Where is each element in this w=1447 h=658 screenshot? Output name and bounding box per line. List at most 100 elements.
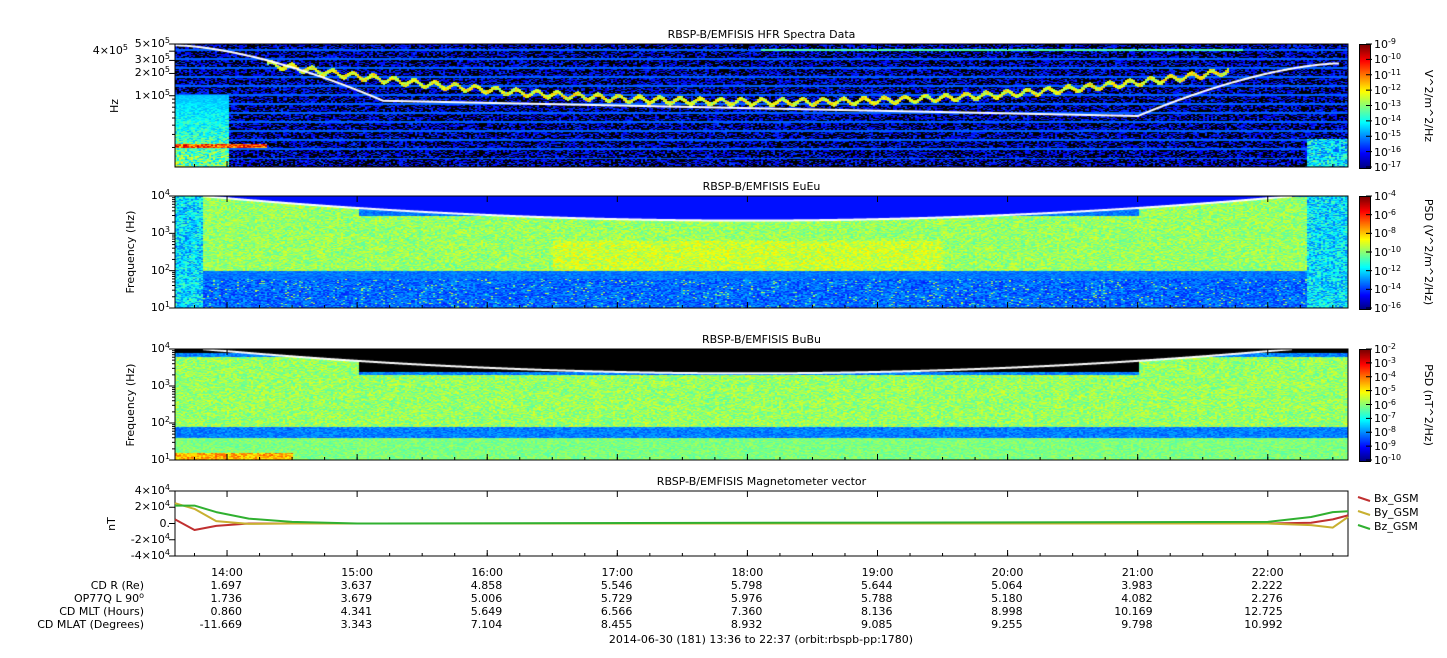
x-tick-label: 17:00 [601, 566, 634, 579]
panel-title: RBSP-B/EMFISIS BuBu [702, 333, 821, 346]
tick-base: 10 [1374, 68, 1388, 82]
ephemeris-value: 1.736 [210, 592, 243, 605]
panel-title: RBSP-B/EMFISIS Magnetometer vector [656, 475, 867, 488]
colorbar-tick-label: 10-6 [1374, 207, 1396, 222]
ephemeris-value: 3.343 [340, 618, 373, 631]
tick-base: 10 [1374, 283, 1388, 297]
ephemeris-value: 6.566 [600, 605, 633, 618]
tick-exponent: 5 [164, 65, 170, 75]
tick-mantissa: -4×10 [130, 549, 165, 562]
colorbar-tick-label: 10-14 [1374, 283, 1401, 297]
ephemeris-label-sup: o [139, 591, 144, 600]
colorbar-tick-label: 10-14 [1374, 114, 1401, 128]
ephemeris-value: 5.798 [730, 579, 763, 592]
y-tick-label: 2×104 [134, 499, 170, 514]
tick-base: 10 [150, 189, 165, 202]
tick-exponent: -17 [1388, 160, 1402, 169]
colorbar-tick-label: 10-15 [1374, 130, 1401, 143]
ephemeris-value: 5.649 [470, 605, 503, 618]
tick-exponent: 5 [164, 36, 170, 45]
tick-exponent: -10 [1388, 245, 1402, 254]
tick-base: 10 [1374, 426, 1388, 440]
eueu-spectrogram [175, 196, 1348, 308]
y-tick-label: 102 [151, 263, 170, 277]
ephemeris-value: 8.136 [861, 605, 893, 618]
ephemeris-value: 0.860 [210, 605, 243, 618]
x-tick-label: 21:00 [1121, 566, 1154, 579]
tick-base: 10 [150, 301, 165, 314]
tick-exponent: -3 [1388, 355, 1396, 365]
tick-mantissa: 0. [159, 516, 171, 530]
colorbar-tick-label: 10-13 [1374, 99, 1401, 113]
ephemeris-value: 5.788 [861, 592, 893, 605]
ephemeris-row-label: CD MLAT (Degrees) [37, 619, 144, 631]
ephemeris-value: 2.276 [1251, 592, 1283, 605]
y-tick-label: 1×105 [135, 88, 170, 102]
colorbar-tick-label: 10-8 [1374, 425, 1396, 440]
colorbar-tick-label: 10-11 [1374, 68, 1401, 82]
ephemeris-value: 8.455 [600, 618, 633, 631]
tick-exponent: -12 [1388, 263, 1402, 273]
tick-base: 10 [1374, 161, 1388, 174]
tick-exponent: -10 [1388, 453, 1402, 462]
ephemeris-value: 3.637 [340, 579, 373, 592]
panel-frame [174, 195, 1349, 309]
panel-title: RBSP-B/EMFISIS HFR Spectra Data [667, 28, 856, 41]
tick-exponent: 4 [164, 499, 170, 509]
tick-mantissa: -2×10 [130, 532, 165, 546]
eueu-colorbar [1359, 196, 1371, 310]
tick-exponent: 4 [164, 483, 170, 492]
ephemeris-value: 5.006 [470, 592, 503, 605]
tick-mantissa: 2×10 [134, 500, 165, 514]
ephemeris-value: 2.222 [1251, 579, 1283, 592]
tick-base: 10 [1374, 412, 1388, 426]
ephemeris-value: 9.085 [861, 618, 893, 631]
y-tick-label: 4×104 [135, 483, 170, 497]
y-tick-label: -2×104 [130, 532, 170, 546]
tick-exponent: 2 [164, 415, 170, 424]
legend-swatch [1357, 524, 1371, 530]
colorbar-tick-label: 10-16 [1374, 301, 1402, 315]
tick-exponent: -16 [1388, 301, 1402, 310]
ephemeris-value: 3.679 [340, 592, 373, 605]
tick-times: ×10 [141, 66, 165, 80]
x-tick-label: 22:00 [1251, 566, 1284, 579]
x-tick-label: 18:00 [731, 566, 764, 579]
panel-frame [174, 43, 1349, 168]
ephemeris-label-text: CD MLT (Hours) [59, 605, 144, 618]
bubu-spectrogram [175, 349, 1348, 460]
y-tick-label: 4×105 [92, 44, 128, 58]
tick-mantissa: 4 [92, 44, 100, 58]
ephemeris-value: 5.729 [600, 592, 633, 605]
legend-entry: Bz_GSM [1374, 520, 1418, 533]
colorbar-tick-label: 10-5 [1374, 383, 1396, 398]
tick-exponent: -10 [1388, 52, 1402, 62]
colorbar-tick-label: 10-4 [1374, 190, 1396, 203]
ephemeris-row-label: OP77Q L 90o [74, 591, 144, 605]
tick-times: ×10 [141, 53, 165, 67]
y-tick-label: 5×105 [134, 36, 170, 50]
tick-exponent: -5 [1388, 383, 1396, 393]
ephemeris-value: 7.360 [730, 605, 763, 618]
tick-exponent: -6 [1388, 207, 1396, 217]
panel-frame [174, 348, 1349, 461]
ephemeris-value: 7.104 [470, 618, 503, 631]
x-tick-label: 15:00 [341, 566, 373, 579]
tick-exponent: -7 [1388, 411, 1396, 421]
y-tick-label: 104 [151, 341, 170, 355]
ephemeris-row-label: CD R (Re) [91, 580, 144, 592]
tick-base: 10 [1374, 84, 1388, 98]
tick-base: 10 [1374, 246, 1388, 259]
legend-entry: Bx_GSM [1374, 492, 1419, 505]
colorbar-tick-label: 10-9 [1374, 440, 1396, 453]
y-tick-label: 101 [150, 301, 170, 314]
tick-exponent: 1 [164, 452, 170, 461]
legend-entry: By_GSM [1374, 506, 1419, 519]
tick-mantissa: 5 [134, 37, 142, 50]
y-tick-label: 103 [151, 226, 170, 239]
tick-base: 10 [1374, 145, 1388, 159]
tick-exponent: 4 [164, 341, 170, 350]
tick-exponent: -8 [1388, 425, 1396, 435]
colorbar-tick-label: 10-10 [1374, 52, 1402, 66]
